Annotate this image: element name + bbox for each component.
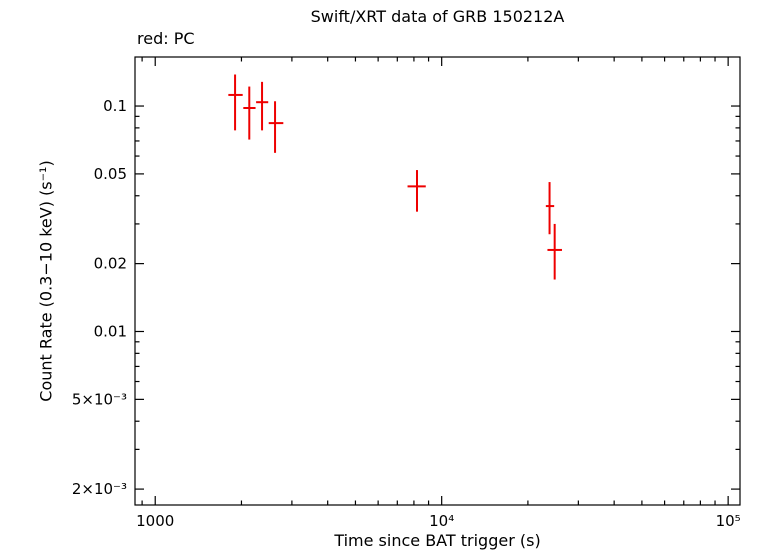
x-tick-label: 10⁵ (716, 512, 741, 530)
y-tick-label: 2×10⁻³ (72, 480, 127, 498)
plot-frame (134, 56, 741, 506)
y-tick-label: 0.05 (94, 165, 127, 183)
x-axis-label: Time since BAT trigger (s) (334, 531, 541, 550)
x-tick-label: 1000 (136, 512, 174, 530)
chart-title: Swift/XRT data of GRB 150212A (310, 7, 565, 26)
x-tick-label: 10⁴ (429, 512, 454, 530)
y-tick-label: 0.01 (94, 322, 127, 340)
y-tick-label: 0.02 (94, 255, 127, 273)
mode-annotation: red: PC (137, 29, 195, 48)
y-tick-label: 0.1 (103, 97, 127, 115)
y-tick-label: 5×10⁻³ (72, 390, 127, 408)
